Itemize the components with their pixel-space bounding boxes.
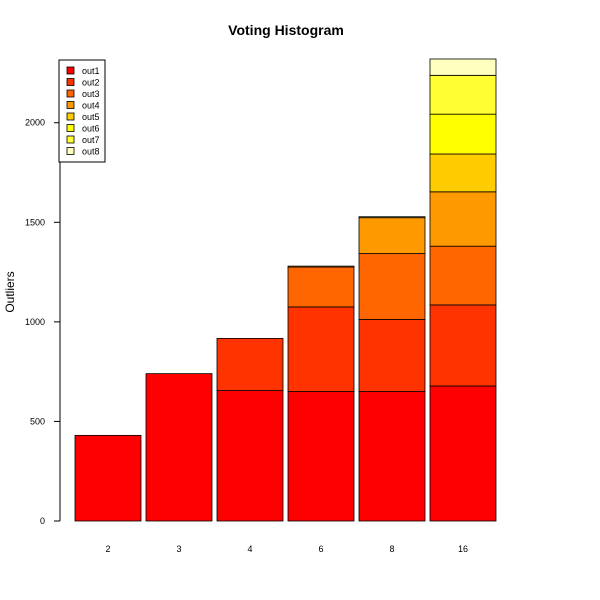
bar-segment-out1-6 bbox=[287, 391, 355, 522]
bar-segment-out2-4 bbox=[216, 337, 284, 391]
bar-segment-out1-4 bbox=[216, 390, 284, 522]
bar-segment-out3-6 bbox=[287, 266, 355, 308]
y-axis-label: Outliers bbox=[3, 271, 17, 312]
x-tick-label: 3 bbox=[176, 544, 181, 554]
x-tick-label: 6 bbox=[318, 544, 323, 554]
legend-label-out8: out8 bbox=[82, 147, 100, 157]
legend-swatch-out5 bbox=[66, 112, 75, 121]
bar-segment-out1-3 bbox=[145, 373, 213, 522]
legend-label-out1: out1 bbox=[82, 66, 100, 76]
legend-swatch-out2 bbox=[66, 78, 75, 86]
bar-segment-out2-6 bbox=[287, 306, 355, 392]
bar-segment-out4-16 bbox=[429, 191, 497, 247]
bar-segment-out3-16 bbox=[429, 245, 497, 306]
bar-segment-out7-16 bbox=[429, 74, 497, 115]
chart-title: Voting Histogram bbox=[228, 22, 344, 38]
bar-segment-out4-8 bbox=[358, 217, 426, 254]
bar-segment-out2-16 bbox=[429, 304, 497, 387]
legend-swatch-out4 bbox=[66, 101, 75, 109]
bar-segment-out4-6 bbox=[287, 265, 355, 268]
legend-swatch-out1 bbox=[66, 66, 75, 75]
legend-label-out5: out5 bbox=[82, 112, 100, 122]
bar-segment-out1-8 bbox=[358, 391, 426, 522]
legend-label-out7: out7 bbox=[82, 135, 100, 145]
x-tick-label: 4 bbox=[247, 544, 252, 554]
bar-segment-out5-16 bbox=[429, 153, 497, 193]
legend-label-out6: out6 bbox=[82, 124, 100, 134]
bar-segment-out8-16 bbox=[429, 58, 497, 76]
y-axis: 0 500 1000 1500 2000 bbox=[25, 118, 61, 526]
legend-swatch-out7 bbox=[66, 135, 75, 144]
y-tick-label: 2000 bbox=[25, 118, 45, 128]
y-tick-label: 1000 bbox=[25, 317, 45, 327]
y-tick-label: 500 bbox=[30, 416, 45, 426]
legend-label-out3: out3 bbox=[82, 89, 100, 99]
y-tick-label: 0 bbox=[40, 516, 45, 526]
legend-swatch-out3 bbox=[66, 89, 75, 98]
x-tick-labels: 2 3 4 6 8 16 bbox=[105, 544, 468, 554]
bar-segment-out1-2 bbox=[74, 434, 142, 522]
legend-box bbox=[58, 59, 106, 163]
bar-segment-out5-8 bbox=[358, 216, 426, 219]
x-tick-label: 2 bbox=[105, 544, 110, 554]
bar-segment-out2-8 bbox=[358, 319, 426, 392]
bars-group bbox=[74, 58, 497, 522]
legend-label-out4: out4 bbox=[82, 101, 100, 111]
x-tick-label: 8 bbox=[389, 544, 394, 554]
bar-segment-out6-16 bbox=[429, 113, 497, 155]
bar-segment-out3-8 bbox=[358, 253, 426, 320]
legend-swatch-out6 bbox=[66, 124, 75, 132]
y-tick-label: 1500 bbox=[25, 217, 45, 227]
bar-segment-out1-16 bbox=[429, 385, 497, 522]
legend-swatch-out8 bbox=[66, 147, 75, 155]
x-tick-label: 16 bbox=[458, 544, 468, 554]
legend-label-out2: out2 bbox=[82, 78, 100, 88]
